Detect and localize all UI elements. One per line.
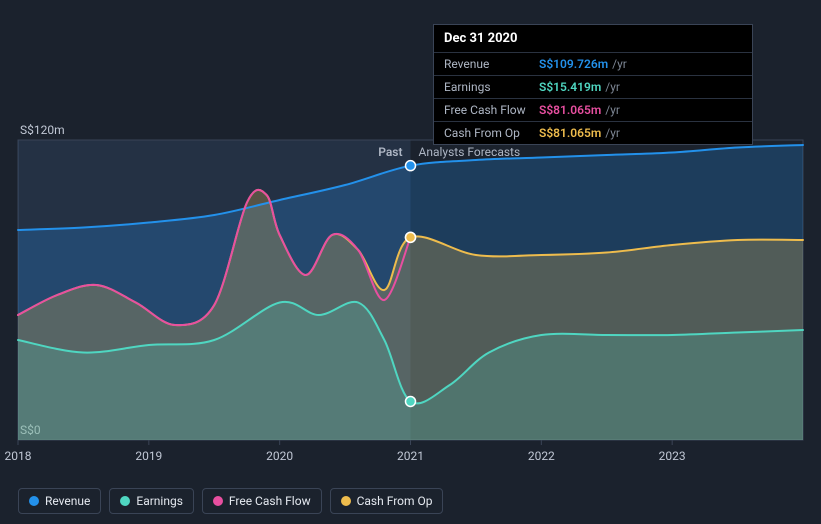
tooltip-row-label: Earnings — [444, 80, 539, 94]
tooltip-row: EarningsS$15.419m/yr — [434, 76, 752, 99]
svg-text:2018: 2018 — [5, 449, 32, 463]
svg-text:2021: 2021 — [397, 449, 424, 463]
tooltip-row-value: S$81.065m — [539, 126, 601, 140]
chart-legend: Revenue Earnings Free Cash Flow Cash From O… — [18, 488, 443, 514]
chart-tooltip: Dec 31 2020 RevenueS$109.726m/yrEarnings… — [433, 24, 753, 145]
tooltip-row-unit: /yr — [605, 80, 620, 94]
svg-text:Past: Past — [378, 145, 402, 159]
svg-text:2019: 2019 — [135, 449, 162, 463]
legend-label: Revenue — [45, 494, 90, 508]
legend-dot — [29, 496, 39, 506]
legend-item-revenue[interactable]: Revenue — [18, 488, 101, 514]
legend-item-earnings[interactable]: Earnings — [109, 488, 194, 514]
tooltip-row-label: Cash From Op — [444, 126, 539, 140]
legend-item-free-cash-flow[interactable]: Free Cash Flow — [202, 488, 322, 514]
svg-text:Analysts Forecasts: Analysts Forecasts — [419, 145, 521, 159]
legend-label: Earnings — [136, 494, 183, 508]
tooltip-row: Free Cash FlowS$81.065m/yr — [434, 99, 752, 122]
tooltip-row-label: Free Cash Flow — [444, 103, 539, 117]
legend-label: Cash From Op — [357, 494, 433, 508]
svg-text:2020: 2020 — [266, 449, 293, 463]
tooltip-date: Dec 31 2020 — [434, 25, 752, 53]
svg-text:S$120m: S$120m — [20, 123, 65, 137]
financial-area-chart: S$0S$120m201820192020202120222023PastAna… — [0, 0, 821, 524]
tooltip-row-value: S$81.065m — [539, 103, 601, 117]
tooltip-row-unit: /yr — [612, 57, 627, 71]
legend-dot — [213, 496, 223, 506]
legend-dot — [341, 496, 351, 506]
tooltip-row: Cash From OpS$81.065m/yr — [434, 122, 752, 144]
tooltip-row-unit: /yr — [605, 126, 620, 140]
legend-label: Free Cash Flow — [229, 494, 311, 508]
svg-text:2022: 2022 — [528, 449, 555, 463]
tooltip-row-value: S$15.419m — [539, 80, 601, 94]
tooltip-row-unit: /yr — [605, 103, 620, 117]
tooltip-row-label: Revenue — [444, 57, 539, 71]
legend-dot — [120, 496, 130, 506]
svg-text:2023: 2023 — [659, 449, 686, 463]
tooltip-row: RevenueS$109.726m/yr — [434, 53, 752, 76]
tooltip-row-value: S$109.726m — [539, 57, 608, 71]
legend-item-cash-from-op[interactable]: Cash From Op — [330, 488, 444, 514]
